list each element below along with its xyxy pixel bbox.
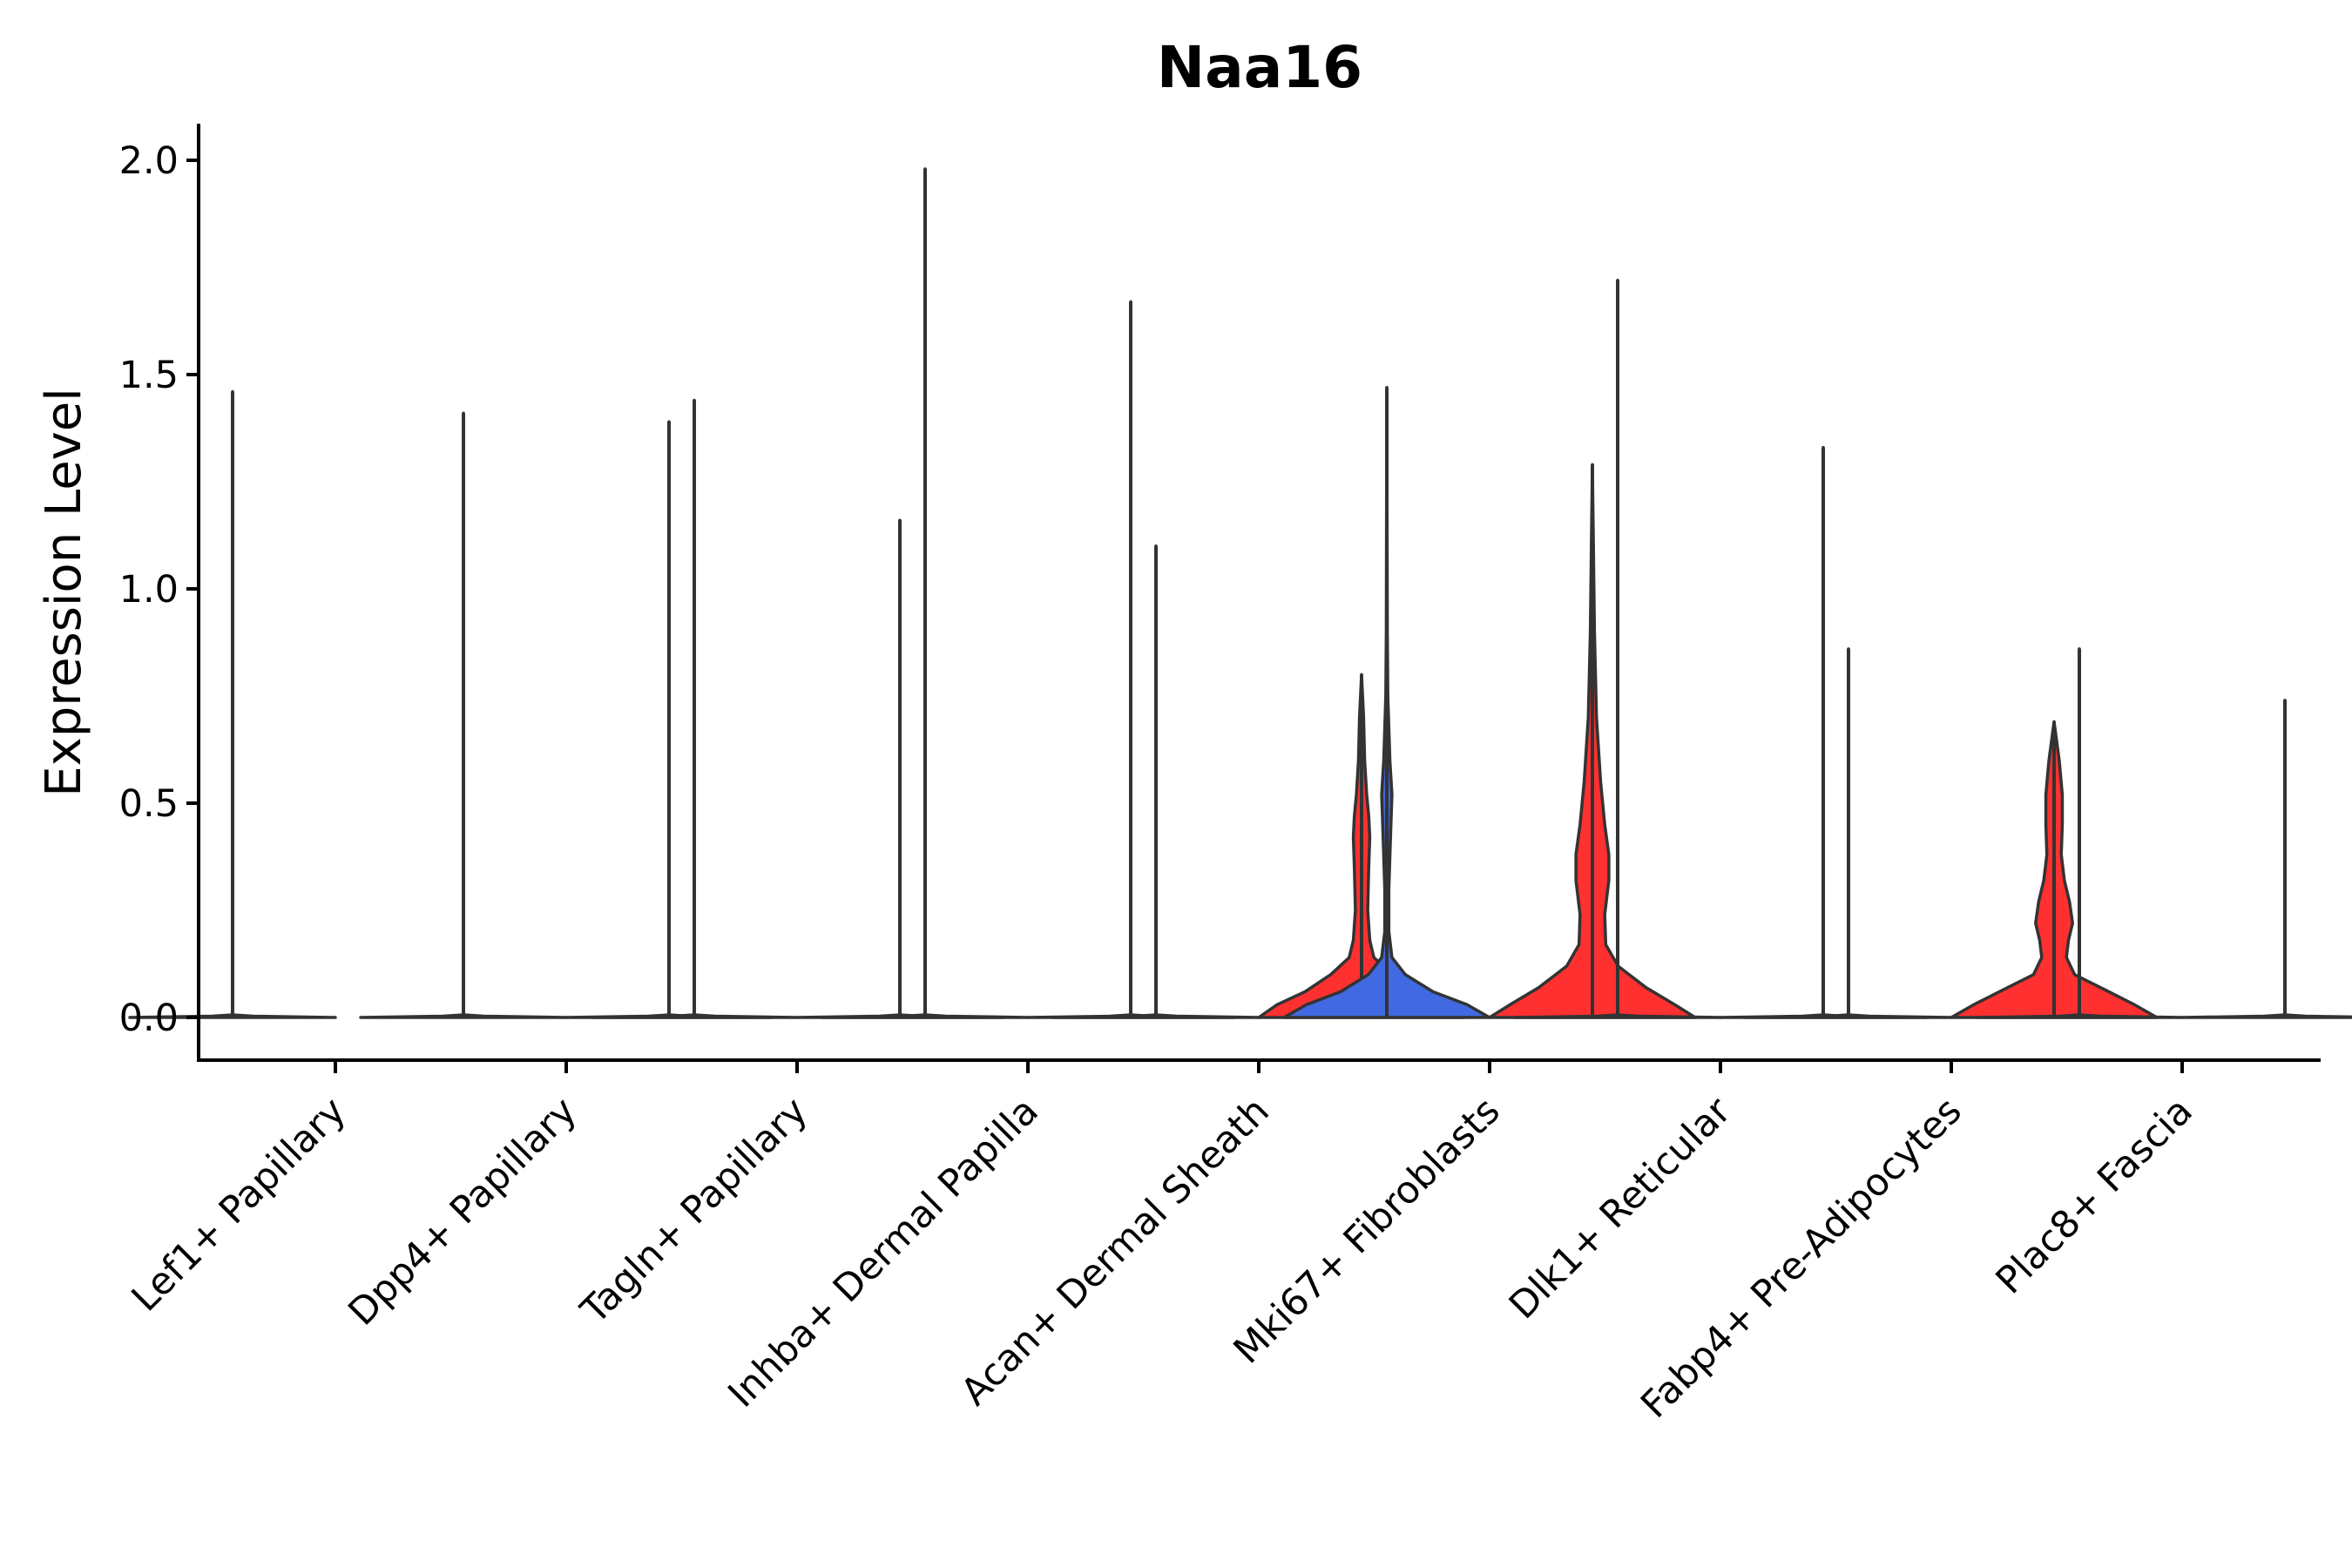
x-tick-label: Tagln+ Papillary xyxy=(572,1089,816,1333)
y-tick-label: 0.5 xyxy=(119,782,179,826)
x-tick-label: Dlk1+ Reticular xyxy=(1501,1089,1740,1328)
axes xyxy=(197,124,2321,1062)
x-tick-label: Lef1+ Papillary xyxy=(124,1089,355,1320)
chart-title: Naa16 xyxy=(1157,34,1362,101)
y-tick-label: 0.0 xyxy=(119,997,179,1040)
x-tick-label: Dpp4+ Papillary xyxy=(341,1089,585,1334)
y-tick-label: 1.5 xyxy=(119,354,179,397)
y-tick-label: 2.0 xyxy=(119,139,179,183)
x-tick-label: Plac8+ Fascia xyxy=(1988,1089,2201,1302)
x-tick-label: Mki67+ Fibroblasts xyxy=(1226,1089,1509,1372)
y-axis-label: Expression Level xyxy=(36,388,92,797)
y-ticks: 0.0 0.5 1.0 1.5 2.0 xyxy=(119,139,199,1040)
violin-layer xyxy=(128,167,2352,1019)
violin-shape xyxy=(2180,699,2352,1019)
y-tick-label: 1.0 xyxy=(119,568,179,612)
